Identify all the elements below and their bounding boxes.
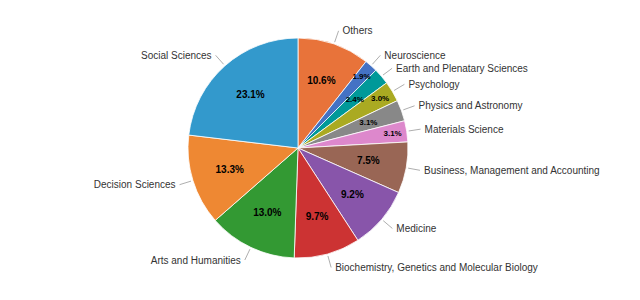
svg-text:13.3%: 13.3% — [216, 164, 244, 175]
svg-text:Psychology: Psychology — [408, 79, 459, 90]
svg-text:10.6%: 10.6% — [307, 75, 335, 86]
svg-text:Physics and Astronomy: Physics and Astronomy — [419, 100, 523, 111]
svg-text:9.7%: 9.7% — [306, 211, 329, 222]
svg-text:Decision Sciences: Decision Sciences — [94, 179, 176, 190]
svg-text:Social Sciences: Social Sciences — [141, 50, 212, 61]
svg-text:13.0%: 13.0% — [253, 207, 281, 218]
svg-text:2.4%: 2.4% — [346, 95, 364, 104]
svg-text:3.0%: 3.0% — [371, 94, 389, 103]
svg-text:Earth and Plenatary Sciences: Earth and Plenatary Sciences — [396, 63, 528, 74]
svg-text:Others: Others — [343, 25, 373, 36]
svg-text:Biochemistry, Genetics and Mol: Biochemistry, Genetics and Molecular Bio… — [335, 262, 538, 273]
svg-text:3.1%: 3.1% — [359, 118, 377, 127]
svg-text:Medicine: Medicine — [396, 223, 436, 234]
svg-text:9.2%: 9.2% — [341, 189, 364, 200]
svg-text:7.5%: 7.5% — [357, 155, 380, 166]
svg-text:1.9%: 1.9% — [352, 72, 370, 81]
svg-text:Business, Management and Accou: Business, Management and Accounting — [424, 165, 600, 176]
svg-text:3.1%: 3.1% — [383, 129, 401, 138]
svg-text:Arts and Humanities: Arts and Humanities — [151, 255, 241, 266]
svg-text:Neuroscience: Neuroscience — [384, 50, 446, 61]
svg-text:23.1%: 23.1% — [236, 89, 264, 100]
svg-text:Materials Science: Materials Science — [425, 124, 504, 135]
